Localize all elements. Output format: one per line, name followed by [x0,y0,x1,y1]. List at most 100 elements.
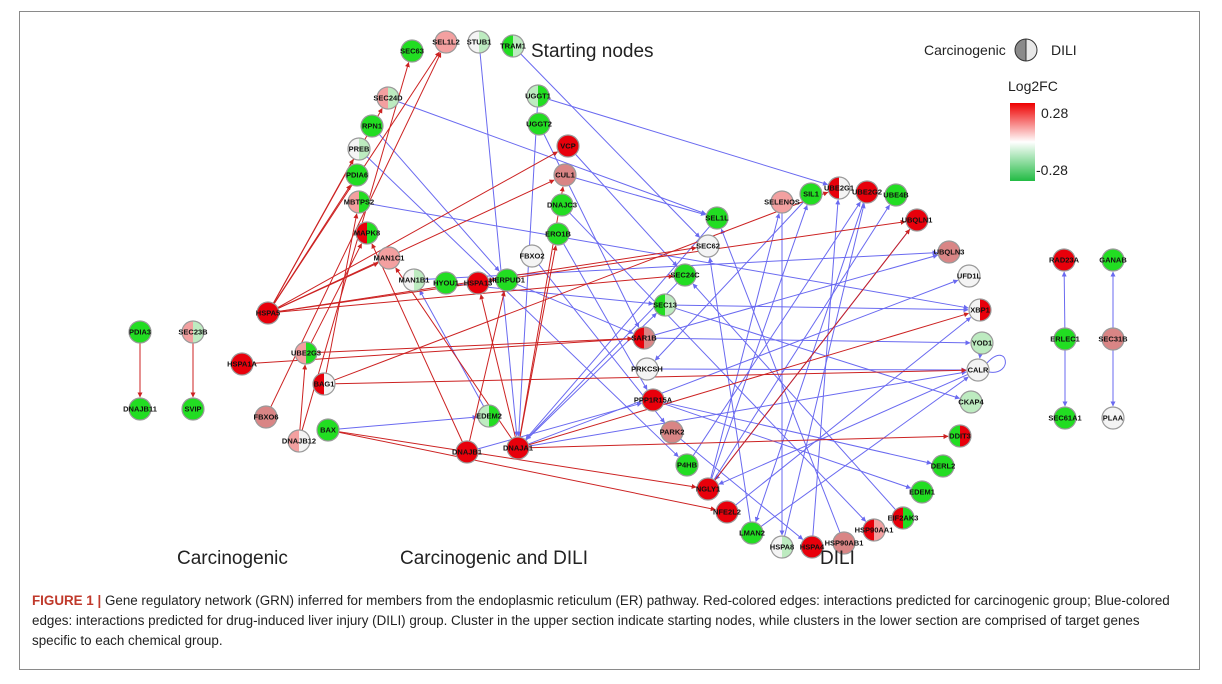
node-label-rad23a: RAD23A [1049,256,1080,265]
node-xbp1: XBP1 [968,298,992,322]
edge-dili-herpud1-sar1b [516,283,634,334]
title-carcinogenic-and-dili: Carcinogenic and DILI [400,548,588,569]
node-mbtps2: MBTPS2 [344,190,374,214]
edge-dili-sar1b-ubqln3 [654,254,938,336]
edge-carcinogenic-ube2g3-mapk8 [310,243,363,344]
node-label-svip: SVIP [184,405,201,414]
node-ube2g2: UBE2G2 [852,180,882,204]
edge-dili-dnajc3-hsp90aa1 [569,212,867,522]
node-label-derl2: DERL2 [931,462,956,471]
node-label-sel1l2: SEL1L2 [432,38,460,47]
edge-dili-dnaja1-ufd1l [528,279,959,445]
node-p4hb: P4HB [675,453,699,477]
edge-dili-dnajb1-ppp1r15a [477,402,642,450]
title-carcinogenic: Carcinogenic [177,548,288,569]
node-sel1l2: SEL1L2 [432,30,460,54]
node-label-bax: BAX [320,426,336,435]
node-hspa13: HSPA13 [464,271,492,295]
node-hspa4: HSPA4 [800,535,825,559]
node-label-ube4b: UBE4B [883,191,909,200]
node-rad23a: RAD23A [1049,248,1080,272]
node-label-bag1: BAG1 [314,380,335,389]
node-rpn1: RPN1 [360,114,384,138]
node-ubqln3: UBQLN3 [934,240,964,264]
node-hsp90ab1: HSP90AB1 [825,531,863,555]
node-dnaja1: DNAJA1 [503,436,533,460]
node-label-stub1: STUB1 [467,38,492,47]
edge-dili-sar1b-yod1 [654,337,971,346]
node-label-mbtps2: MBTPS2 [344,198,374,207]
node-label-sil1: SIL1 [803,190,819,199]
edge-dili-ngly1-selenos [710,213,781,479]
edge-dili-cul1-sel1l [575,177,706,216]
edge-carcinogenic-dnaja1-hspa13 [479,294,516,438]
edge-dili-sec13-ckap4 [675,307,961,400]
node-ngly1: NGLY1 [696,477,720,501]
legend-title: Log2FC [1008,78,1058,94]
edge-dili-nfe2l2-xbp1 [735,317,972,506]
edge-dili-eif2ak3-sec24c [692,283,897,511]
node-label-rpn1: RPN1 [362,122,382,131]
node-bag1: BAG1 [312,372,336,396]
edge-dili-ero1b-ppp1r15a [563,243,648,391]
node-eif2ak3: EIF2AK3 [888,506,918,530]
node-edem1: EDEM1 [909,480,935,504]
node-label-park2: PARK2 [660,428,685,437]
node-sel1l: SEL1L [705,206,729,230]
legend-carcinogenic-label: Carcinogenic [924,42,1006,58]
node-label-sec13: SEC13 [653,301,677,310]
node-fbxo6: FBXO6 [253,405,279,429]
edge-dili-ngly1-ube4b [713,204,890,481]
node-ganab: GANAB [1099,248,1127,272]
edge-dili-ube2g2-lman2 [754,202,864,523]
node-label-uggt1: UGGT1 [525,92,551,101]
node-yod1: YOD1 [970,331,994,355]
node-label-sec24d: SEC24D [373,94,403,103]
node-label-edem2: EDEM2 [476,412,502,421]
node-label-lman2: LMAN2 [739,529,765,538]
edge-carcinogenic-dnajb1-mapk8 [371,243,463,443]
edge-dili-sec24d-sel1l [398,101,707,215]
node-sec24c: SEC24C [670,263,700,287]
edge-carcinogenic-dnaja1-xbp1 [528,312,969,446]
node-sec13: SEC13 [653,293,677,317]
node-sec63: SEC63 [400,39,424,63]
node-label-man1c1: MAN1C1 [374,254,405,263]
edge-dili-rpn1-herpud1 [378,133,500,272]
node-svip: SVIP [181,397,205,421]
node-label-sec24c: SEC24C [670,271,700,280]
node-label-dnajc3: DNAJC3 [547,201,577,210]
edge-dili-edem2-man1b1 [419,290,485,407]
node-label-dnaja1: DNAJA1 [503,444,533,453]
node-label-cul1: CUL1 [555,171,575,180]
node-label-selenos: SELENOS [764,198,800,207]
edge-dili-vcp-sec24c [575,153,678,267]
node-label-ddit3: DDIT3 [949,432,971,441]
node-ube4b: UBE4B [883,183,909,207]
node-label-herpud1: HERPUD1 [489,276,525,285]
legend-split-circle-icon [1014,38,1038,62]
node-bax: BAX [316,418,340,442]
node-calr: CALR [966,358,990,382]
edge-dili-uggt1-ube2g1 [548,98,829,186]
node-sar1b: SAR1B [631,326,657,350]
node-label-pdia6: PDIA6 [346,171,368,180]
node-label-prkcsh: PRKCSH [631,365,663,374]
edge-carcinogenic-bax-nfe2l2 [338,431,716,512]
edge-carcinogenic-ngly1-ubqln1 [714,229,911,481]
node-label-erlec1: ERLEC1 [1050,335,1080,344]
node-uggt2: UGGT2 [526,112,552,136]
edge-dili-ngly1-sil1 [711,204,808,479]
node-hyou1: HYOU1 [433,271,459,295]
node-sec24d: SEC24D [373,86,403,110]
legend-min-value: -0.28 [1036,162,1068,178]
edge-carcinogenic-hspa5-cul1 [277,179,555,309]
node-label-man1b1: MAN1B1 [399,276,430,285]
edge-dili-stub1-dnaja1 [479,52,519,437]
edge-dili-sil1-prkcsh [654,201,804,361]
node-park2: PARK2 [660,420,685,444]
caption-text: Gene regulatory network (GRN) inferred f… [32,593,1170,648]
node-label-dnajb12: DNAJB12 [282,437,316,446]
node-label-ube2g2: UBE2G2 [852,188,882,197]
edge-carcinogenic-dnajb12-ube2g3 [299,364,308,431]
